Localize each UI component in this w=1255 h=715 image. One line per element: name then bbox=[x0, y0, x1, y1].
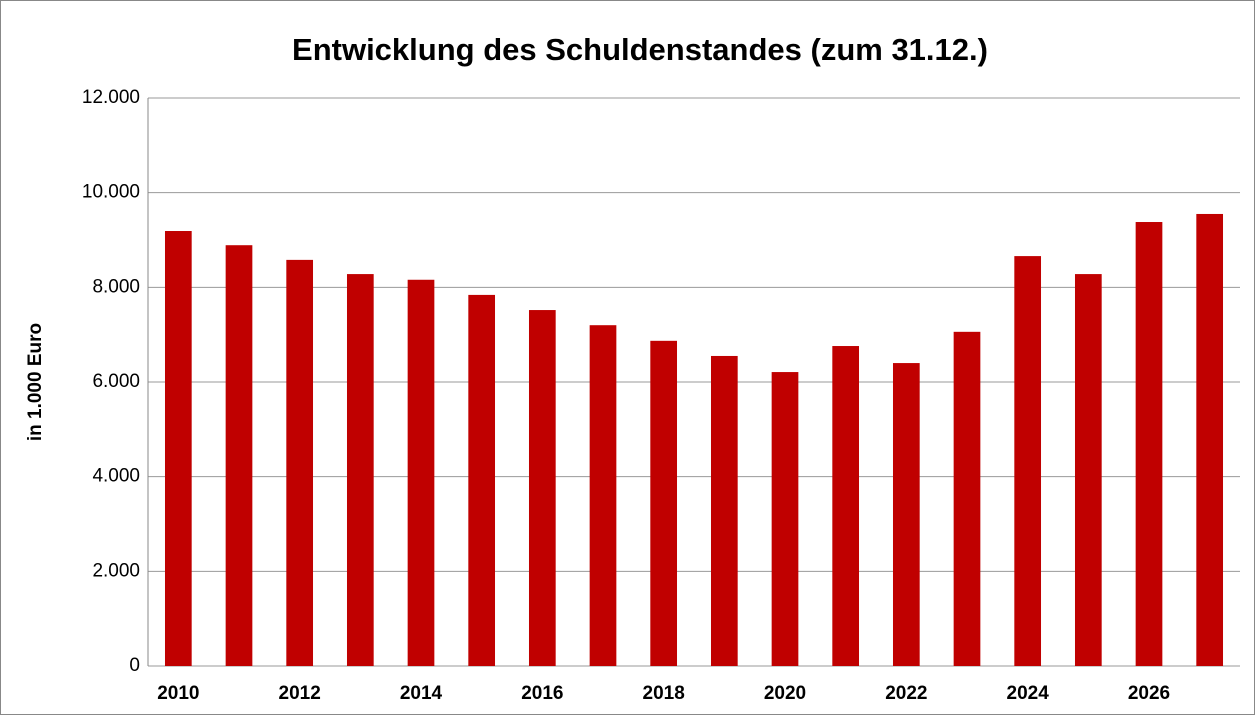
bar bbox=[832, 346, 860, 666]
bar bbox=[650, 340, 678, 666]
y-tick-label: 10.000 bbox=[82, 182, 140, 203]
bar bbox=[1074, 274, 1102, 666]
x-tick-label: 2022 bbox=[885, 683, 927, 704]
bar bbox=[164, 231, 192, 667]
x-tick-label: 2010 bbox=[157, 683, 199, 704]
y-tick-label: 0 bbox=[129, 655, 140, 676]
y-tick-label: 8.000 bbox=[92, 276, 140, 297]
bar bbox=[528, 310, 556, 666]
bar bbox=[953, 331, 981, 666]
y-axis-label: in 1.000 Euro bbox=[25, 323, 46, 441]
bar bbox=[407, 279, 435, 666]
bar bbox=[468, 294, 496, 666]
x-tick-label: 2020 bbox=[764, 683, 806, 704]
bar bbox=[286, 259, 314, 666]
y-tick-label: 4.000 bbox=[92, 466, 140, 487]
x-tick-label: 2014 bbox=[400, 683, 443, 704]
x-tick-label: 2026 bbox=[1128, 683, 1170, 704]
bar bbox=[589, 325, 617, 666]
bar bbox=[710, 355, 738, 666]
y-tick-label: 6.000 bbox=[92, 371, 140, 392]
bar bbox=[1196, 213, 1224, 666]
y-tick-label: 2.000 bbox=[92, 560, 140, 581]
bar bbox=[346, 274, 374, 666]
bar bbox=[892, 363, 920, 666]
bar bbox=[225, 245, 253, 666]
x-tick-label: 2016 bbox=[521, 683, 563, 704]
y-tick-label: 12.000 bbox=[82, 87, 140, 108]
x-tick-label: 2012 bbox=[279, 683, 321, 704]
chart-title: Entwicklung des Schuldenstandes (zum 31.… bbox=[292, 32, 988, 67]
x-tick-label: 2024 bbox=[1007, 683, 1050, 704]
bar bbox=[771, 372, 799, 666]
bar bbox=[1135, 222, 1163, 666]
x-tick-label: 2018 bbox=[643, 683, 685, 704]
bar bbox=[1014, 256, 1042, 666]
